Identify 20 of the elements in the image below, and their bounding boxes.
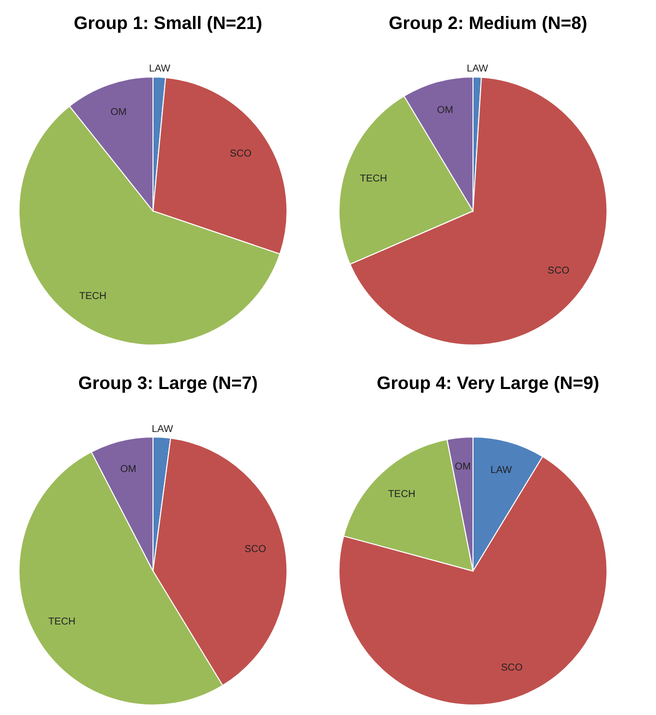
slice-label: LAW — [490, 464, 512, 476]
slice-label: OM — [437, 104, 454, 116]
slice-label: OM — [120, 463, 136, 474]
slice-label: LAW — [466, 64, 489, 75]
chart-title: Group 1: Small (N=21) — [72, 12, 264, 35]
slice-label: TECH — [360, 174, 388, 185]
slice-label: TECH — [388, 488, 416, 500]
chart-title: Group 3: Large (N=7) — [77, 372, 259, 395]
slice-label: TECH — [79, 291, 107, 302]
slice-label: LAW — [149, 64, 171, 75]
slice-label: SCO — [230, 148, 252, 160]
chart-title: Group 4: Very Large (N=9) — [376, 372, 600, 395]
slice-label: SCO — [548, 266, 570, 277]
slice-label: LAW — [152, 423, 174, 434]
slice-label: SCO — [244, 543, 266, 554]
chart-title: Group 2: Medium (N=8) — [388, 12, 588, 35]
slice-label: OM — [454, 460, 471, 472]
slice-label: TECH — [48, 616, 76, 628]
slice-label: SCO — [500, 662, 523, 674]
slice-label: OM — [110, 106, 127, 118]
